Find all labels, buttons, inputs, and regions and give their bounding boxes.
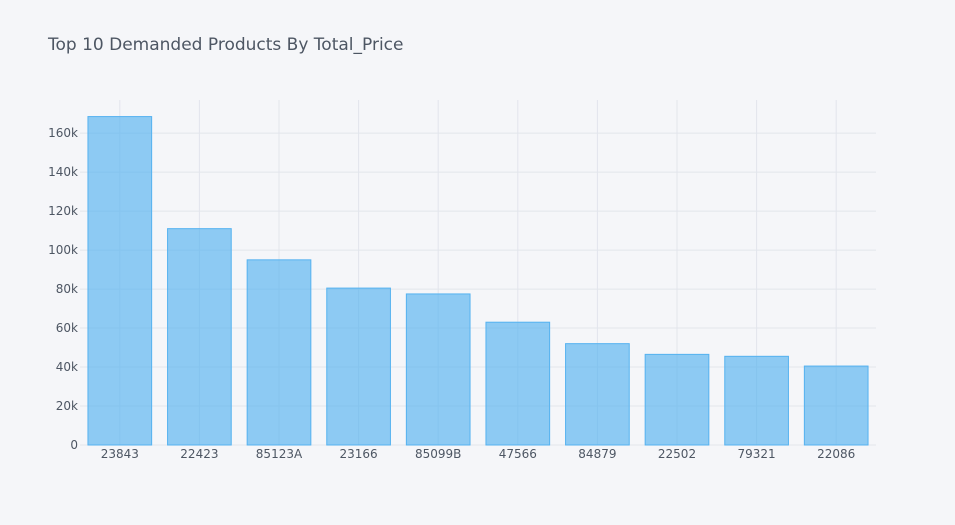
x-axis-ticks: 23843 22423 85123A 23166 85099B 47566 84879 225… [101,447,856,461]
bars [87,116,869,446]
y-tick-label: 40k [56,360,78,374]
x-tick-label: 22502 [658,447,696,461]
y-tick-label: 140k [48,165,78,179]
y-tick-label: 0 [70,438,78,452]
y-axis-ticks: 0 20k 40k 60k 80k 100k 120k 140k 160k [48,126,78,452]
bar-85099B[interactable] [405,293,471,446]
y-tick-label: 120k [48,204,78,218]
y-tick-label: 60k [56,321,78,335]
x-tick-label: 22086 [817,447,855,461]
y-tick-label: 80k [56,282,78,296]
bar-22086[interactable] [803,365,869,446]
bar-84879[interactable] [565,343,630,446]
x-tick-label: 79321 [738,447,776,461]
x-tick-label: 84879 [578,447,616,461]
bar-22423[interactable] [167,228,232,446]
bar-79321[interactable] [724,355,789,446]
bar-22502[interactable] [644,353,710,446]
x-tick-label: 22423 [180,447,218,461]
chart-title: Top 10 Demanded Products By Total_Price [47,35,403,55]
bar-23843[interactable] [87,116,153,446]
x-tick-label: 23166 [340,447,378,461]
y-tick-label: 100k [48,243,78,257]
bar-85123A[interactable] [246,259,312,446]
y-tick-label: 20k [56,399,78,413]
bar-47566[interactable] [485,321,551,446]
x-tick-label: 85123A [256,447,303,461]
x-tick-label: 47566 [499,447,537,461]
y-tick-label: 160k [48,126,78,140]
bar-23166[interactable] [326,287,391,446]
x-tick-label: 23843 [101,447,139,461]
x-tick-label: 85099B [415,447,461,461]
